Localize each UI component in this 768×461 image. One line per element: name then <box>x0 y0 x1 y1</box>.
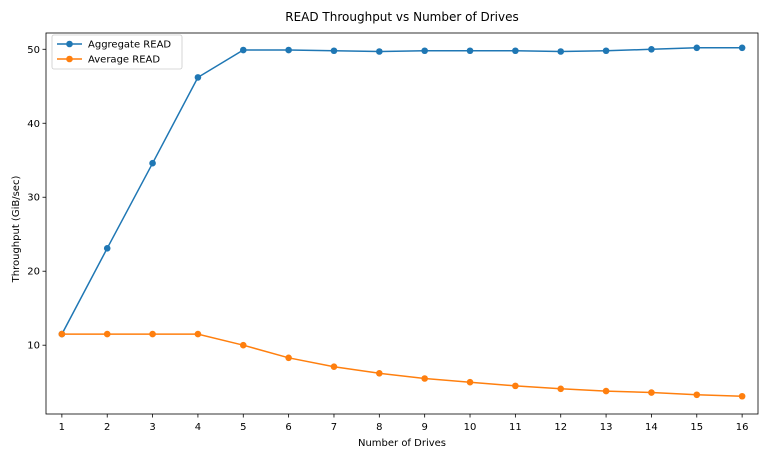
data-point <box>648 389 655 396</box>
x-tick-label: 2 <box>104 422 110 433</box>
data-point <box>58 330 66 338</box>
data-point <box>239 341 247 349</box>
data-point <box>512 47 519 55</box>
data-point <box>738 392 746 400</box>
series-layer <box>58 44 746 400</box>
series-line-1 <box>61 333 743 397</box>
y-tick-label: 30 <box>27 193 40 204</box>
data-point <box>602 47 610 55</box>
legend-label-0: Aggregate READ <box>88 40 171 51</box>
data-point <box>557 48 565 55</box>
legend: Aggregate READ Average READ <box>51 34 183 70</box>
data-point <box>194 74 202 81</box>
chart-title: READ Throughput vs Number of Drives <box>285 10 519 24</box>
x-tick-label: 11 <box>509 422 522 433</box>
y-axis-label: Throughput (GiB/sec) <box>11 176 22 284</box>
data-point <box>285 46 292 54</box>
x-tick-label: 4 <box>195 422 201 433</box>
x-tick-label: 12 <box>554 422 567 433</box>
x-tick-label: 1 <box>59 422 65 433</box>
x-tick-label: 8 <box>376 422 382 433</box>
legend-box <box>51 34 183 70</box>
data-point <box>466 47 474 55</box>
data-point <box>376 48 383 55</box>
data-point <box>285 354 292 362</box>
y-tick-label: 40 <box>27 119 40 130</box>
data-point <box>149 159 156 167</box>
x-tick-label: 16 <box>736 422 749 433</box>
legend-marker-1 <box>66 55 73 63</box>
plot-area <box>45 32 759 415</box>
data-point <box>103 244 111 252</box>
plot-frame <box>45 32 759 415</box>
x-axis: 1 2 3 4 5 6 7 8 9 10 11 12 13 14 15 16 <box>59 414 749 433</box>
data-point <box>602 387 610 395</box>
y-tick-label: 10 <box>27 341 40 352</box>
x-tick-label: 5 <box>240 422 246 433</box>
data-point <box>330 363 338 370</box>
data-point <box>194 330 202 338</box>
x-axis-label: Number of Drives <box>358 438 446 449</box>
data-point <box>512 382 519 390</box>
data-point <box>330 47 338 55</box>
y-tick-label: 20 <box>27 267 40 278</box>
data-point <box>149 330 156 338</box>
x-tick-label: 15 <box>690 422 703 433</box>
series-line-0 <box>61 47 743 335</box>
x-tick-label: 13 <box>600 422 613 433</box>
data-point <box>693 391 701 399</box>
legend-marker-0 <box>66 40 73 48</box>
data-point <box>693 44 701 52</box>
data-point <box>239 46 247 54</box>
data-point <box>421 47 428 55</box>
data-point <box>648 45 655 53</box>
legend-label-1: Average READ <box>88 55 160 66</box>
data-point <box>103 330 111 338</box>
data-point <box>376 370 383 377</box>
x-tick-label: 9 <box>421 422 427 433</box>
x-tick-label: 3 <box>149 422 155 433</box>
data-point <box>738 44 746 52</box>
data-point <box>466 378 474 386</box>
x-tick-label: 14 <box>645 422 658 433</box>
y-axis: 10 20 30 40 50 <box>27 45 46 352</box>
x-tick-label: 7 <box>331 422 337 433</box>
data-point <box>557 385 565 393</box>
x-tick-label: 6 <box>285 422 291 433</box>
x-tick-label: 10 <box>464 422 477 433</box>
y-tick-label: 50 <box>27 45 40 56</box>
data-point <box>421 375 428 382</box>
